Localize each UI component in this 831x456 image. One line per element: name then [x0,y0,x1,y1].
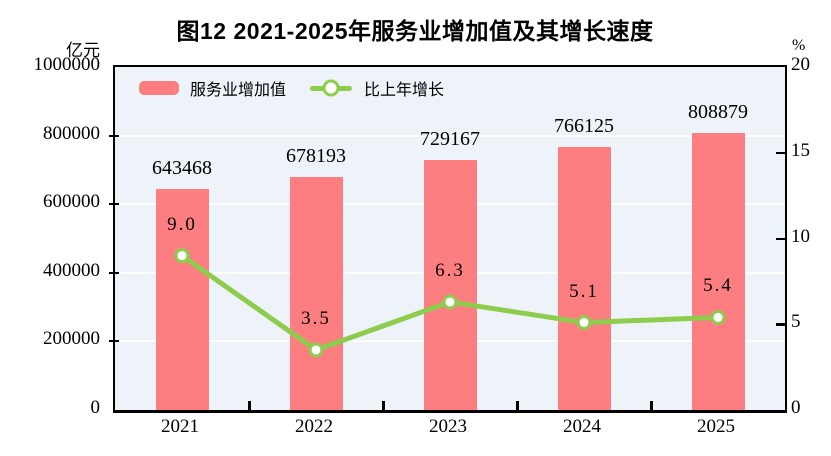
bar-2024 [557,147,611,410]
x-axis-label-2025: 2025 [697,416,735,437]
chart-title: 图12 2021-2025年服务业增加值及其增长速度 [176,18,654,44]
left-axis-label: 600000 [43,191,100,213]
x-axis-label-2022: 2022 [295,416,333,437]
bar-2021 [155,189,209,410]
bar-2023 [423,159,477,410]
left-axis-tick [109,203,119,206]
x-axis-label-2023: 2023 [429,416,467,437]
x-axis-label-2021: 2021 [161,416,199,437]
right-axis-label: 20 [791,54,810,75]
growth-line-chart [174,248,726,358]
bar-value-label: 766125 [554,115,614,138]
bar-value-label: 643468 [152,157,212,180]
bar-value-label: 678193 [286,145,346,168]
right-axis-tick [776,323,785,326]
legend-label-line: 比上年增长 [364,82,445,99]
growth-value-label: 5.4 [703,275,733,297]
right-axis-label: 0 [791,397,801,418]
line-marker [442,294,458,310]
legend-line-marker-icon [322,79,340,97]
bar-2025 [691,132,745,410]
line-marker [576,315,592,331]
x-axis-tick [382,401,385,410]
left-axis-tick [109,340,119,343]
right-axis-unit: % [792,37,806,54]
left-axis-label: 200000 [43,328,100,350]
bar-value-label: 729167 [420,127,480,150]
growth-value-label: 6.3 [435,259,465,281]
line-marker [308,342,324,358]
right-axis-label: 5 [791,311,801,333]
x-axis-label-2024: 2024 [563,416,601,437]
legend-line-swatch [310,79,353,97]
legend: 服务业增加值 比上年增长 [139,76,444,100]
left-axis-label: 0 [90,397,101,418]
growth-value-label: 3.5 [301,307,331,329]
x-axis-tick [516,401,519,410]
right-axis-label: 10 [791,225,810,247]
left-axis-tick [109,134,119,137]
legend-bar-swatch [139,81,179,95]
bar-2022 [289,177,343,410]
growth-value-label: 5.1 [569,280,599,302]
plot-area: 643468 678193 729167 766125 808879 9.0 3.5 6.3 5… [109,65,787,413]
left-axis-tick [109,271,119,274]
bar-value-label: 808879 [688,100,748,123]
x-axis-tick [650,401,653,410]
right-axis-label: 15 [791,139,810,161]
legend-label-bar: 服务业增加值 [190,82,287,99]
left-axis-unit: 亿元 [66,41,100,60]
left-axis-label: 1000000 [33,54,101,75]
left-axis-label: 400000 [43,259,100,281]
x-axis-tick [248,401,251,410]
right-axis-tick [776,151,785,155]
line-marker [710,309,726,325]
growth-value-label: 9.0 [167,213,197,235]
gridline [115,134,785,137]
right-axis-tick [776,237,785,240]
left-axis-label: 800000 [43,122,100,144]
line-marker [174,248,190,264]
